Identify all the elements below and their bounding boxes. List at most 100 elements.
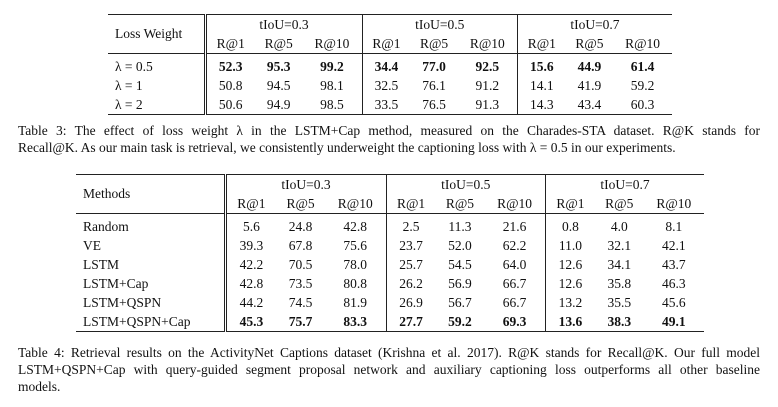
cell-value: 42.2 [239, 256, 264, 272]
subheader-row: R@1 R@5 R@10 R@1 R@5 R@10 R@1 R@5 R@10 [76, 194, 704, 214]
cell-value: 5.6 [242, 218, 260, 234]
row-label: LSTM+QSPN [76, 293, 227, 312]
cell-value: 98.5 [302, 95, 363, 115]
row-label: LSTM+QSPN+Cap [76, 312, 227, 332]
cell-value: 44.9 [577, 58, 602, 74]
cell-value: 24.8 [288, 218, 313, 234]
cell-value: 95.3 [266, 58, 291, 74]
table-4: Methods tIoU=0.3 tIoU=0.5 tIoU=0.7 R@1 R@5 R@1… [76, 174, 704, 332]
cell-value: 11.0 [558, 237, 582, 253]
cell-value: 35.5 [607, 294, 632, 310]
cell-value: 83.3 [324, 312, 387, 332]
cell-value: 59.2 [630, 77, 655, 93]
cell-value: 69.3 [484, 312, 546, 332]
subcol-header: R@5 [254, 34, 303, 54]
cell-value: 99.2 [302, 53, 363, 76]
cell-value: 12.6 [558, 275, 583, 291]
cell-value: 81.9 [324, 293, 387, 312]
cell-value: 42.8 [239, 275, 264, 291]
cell-value: 74.5 [288, 294, 313, 310]
caption-line: Table 4: Retrieval results on the Activi… [18, 345, 760, 360]
row-label: Random [76, 213, 227, 236]
table-row: Random 5.6 24.8 42.8 2.5 11.3 21.6 0.8 4.0 8.1 [76, 213, 704, 236]
subcol-header: R@5 [435, 194, 485, 214]
row-label: λ = 0.5 [108, 53, 207, 76]
cell-value: 13.2 [558, 294, 583, 310]
subcol-header: R@1 [517, 34, 566, 54]
caption-line: Table 3: The effect of loss weight λ in … [18, 123, 760, 138]
cell-value: 23.7 [399, 237, 423, 253]
cell-value: 50.8 [218, 77, 243, 93]
cell-value: 91.2 [457, 76, 518, 95]
cell-value: 26.2 [399, 275, 423, 291]
cell-value: 25.7 [399, 256, 423, 272]
cell-value: 21.6 [484, 213, 546, 236]
cell-value: 26.9 [399, 294, 423, 310]
cell-value: 94.5 [266, 77, 291, 93]
row-label: VE [76, 236, 227, 255]
subcol-header: R@10 [484, 194, 546, 214]
cell-value: 73.5 [288, 275, 313, 291]
subcol-header: R@1 [386, 194, 436, 214]
cell-value: 61.4 [630, 58, 655, 74]
row-label: λ = 2 [108, 95, 207, 115]
cell-value: 32.5 [374, 77, 399, 93]
table-row: LSTM 42.2 70.5 78.0 25.7 54.5 64.0 12.6 34.1 43.7 [76, 255, 704, 274]
caption-line: LSTM+QSPN+Cap with query-guided segment … [18, 362, 760, 377]
table-3-caption: Table 3: The effect of loss weight λ in … [18, 122, 760, 156]
subcol-header: R@10 [302, 34, 363, 54]
cell-value: 33.5 [362, 95, 411, 115]
table-3: Loss Weight tIoU=0.3 tIoU=0.5 tIoU=0.7 R@1 R@… [108, 14, 672, 115]
subcol-header: R@1 [225, 194, 277, 214]
subcol-header: R@5 [594, 194, 644, 214]
group-header: tIoU=0.5 [362, 14, 518, 34]
cell-value: 11.3 [448, 218, 472, 234]
row-label: LSTM [76, 255, 227, 274]
header-row: Methods tIoU=0.3 tIoU=0.5 tIoU=0.7 [76, 174, 704, 214]
header-row: Loss Weight tIoU=0.3 tIoU=0.5 tIoU=0.7 [108, 14, 672, 54]
cell-value: 35.8 [607, 275, 632, 291]
group-header: tIoU=0.5 [386, 174, 546, 194]
cell-value: 2.5 [402, 218, 420, 234]
cell-value: 39.3 [239, 237, 264, 253]
group-header: tIoU=0.3 [205, 14, 363, 34]
cell-value: 32.1 [607, 237, 632, 253]
cell-value: 41.9 [577, 77, 602, 93]
subheader-row: R@1 R@5 R@10 R@1 R@5 R@10 R@1 R@5 R@10 [108, 34, 672, 54]
cell-value: 4.0 [610, 218, 628, 234]
subcol-header: R@10 [643, 194, 704, 214]
cell-value: 34.1 [607, 256, 632, 272]
row-header: Methods [76, 174, 227, 214]
cell-value: 8.1 [665, 218, 683, 234]
cell-value: 77.0 [422, 58, 446, 74]
cell-value: 52.0 [448, 237, 472, 253]
cell-value: 78.0 [324, 255, 387, 274]
cell-value: 14.3 [517, 95, 566, 115]
cell-value: 34.4 [374, 58, 399, 74]
subcol-header: R@1 [205, 34, 255, 54]
table-row: LSTM+QSPN 44.2 74.5 81.9 26.9 56.7 66.7 13.2 35.… [76, 293, 704, 312]
cell-value: 0.8 [561, 218, 579, 234]
table-row: λ = 0.5 52.3 95.3 99.2 34.4 77.0 92.5 15.6 44.9 6… [108, 53, 672, 76]
subcol-header: R@5 [276, 194, 325, 214]
subcol-header: R@10 [457, 34, 518, 54]
cell-value: 80.8 [324, 274, 387, 293]
table-4-caption: Table 4: Retrieval results on the Activi… [18, 344, 760, 395]
cell-value: 12.6 [558, 256, 583, 272]
subcol-header: R@5 [410, 34, 458, 54]
group-header: tIoU=0.7 [517, 14, 672, 34]
cell-value: 44.2 [239, 294, 264, 310]
cell-value: 62.2 [484, 236, 546, 255]
cell-value: 54.5 [448, 256, 472, 272]
cell-value: 70.5 [288, 256, 313, 272]
cell-value: 43.7 [661, 256, 686, 272]
row-label: λ = 1 [108, 76, 207, 95]
table-row: LSTM+QSPN+Cap 45.3 75.7 83.3 27.7 59.2 69.3 13.… [76, 312, 704, 332]
cell-value: 13.6 [545, 312, 595, 332]
cell-value: 56.9 [448, 275, 472, 291]
cell-value: 27.7 [386, 312, 436, 332]
cell-value: 45.6 [661, 294, 686, 310]
subcol-header: R@10 [613, 34, 672, 54]
cell-value: 98.1 [302, 76, 363, 95]
cell-value: 50.6 [205, 95, 255, 115]
